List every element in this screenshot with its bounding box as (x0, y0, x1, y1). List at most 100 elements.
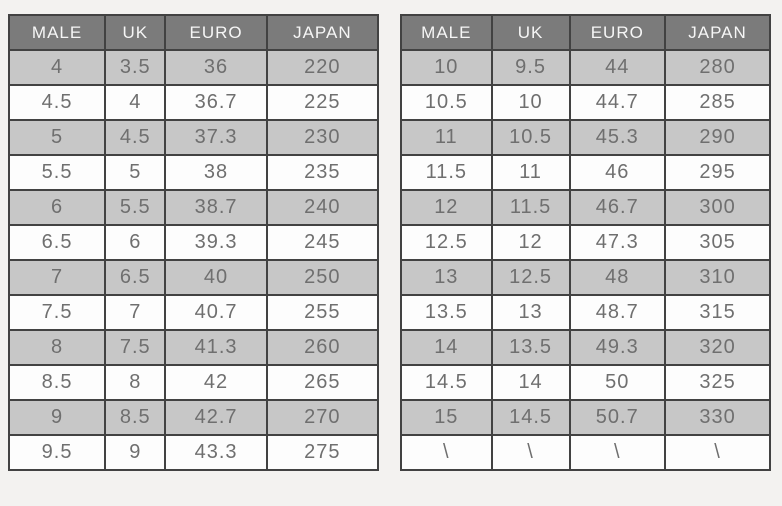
size-cell: 7 (104, 294, 167, 331)
header-row: MALE UK EURO JAPAN (7, 14, 380, 51)
size-cell: 245 (265, 224, 380, 261)
size-cell: 40.7 (164, 294, 268, 331)
table-row: 11 10.5 45.3 290 (400, 119, 771, 156)
size-cell: 4 (104, 84, 167, 121)
size-cell: 310 (664, 259, 771, 296)
size-cell: 46.7 (568, 189, 667, 226)
column-header: EURO (164, 14, 268, 51)
column-header: EURO (568, 14, 667, 51)
size-cell: 11.5 (490, 189, 571, 226)
size-cell: 3.5 (104, 49, 167, 86)
table-row: 14 13.5 49.3 320 (400, 329, 771, 366)
size-cell: 46 (568, 154, 667, 191)
size-cell: 305 (664, 224, 771, 261)
size-cell: 270 (265, 399, 380, 436)
size-cell: 9.5 (490, 49, 571, 86)
size-cell: 235 (265, 154, 380, 191)
size-cell: 13.5 (400, 294, 493, 331)
table-row: 13 12.5 48 310 (400, 259, 771, 296)
size-cell: 11.5 (400, 154, 493, 191)
size-cell: 5.5 (7, 154, 107, 191)
size-cell: 8.5 (7, 364, 107, 401)
size-cell: 275 (265, 434, 380, 471)
size-cell: 230 (265, 119, 380, 156)
table-row: 5 4.5 37.3 230 (7, 119, 380, 156)
size-cell: 47.3 (568, 224, 667, 261)
size-cell: 330 (664, 399, 771, 436)
table-row: 9.5 9 43.3 275 (7, 434, 380, 471)
size-table-left: MALE UK EURO JAPAN 4 3.5 36 220 4.5 4 36.7 225 5 4.5 3… (7, 14, 380, 471)
size-cell: \ (400, 434, 493, 471)
size-cell: 7.5 (7, 294, 107, 331)
size-cell: 325 (664, 364, 771, 401)
header-row: MALE UK EURO JAPAN (400, 14, 771, 51)
size-cell: 7 (7, 259, 107, 296)
size-cell: 6.5 (7, 224, 107, 261)
size-cell: 50.7 (568, 399, 667, 436)
table-row: 9 8.5 42.7 270 (7, 399, 380, 436)
size-cell: 42 (164, 364, 268, 401)
table-row: 4.5 4 36.7 225 (7, 84, 380, 121)
size-chart-page: MALE UK EURO JAPAN 4 3.5 36 220 4.5 4 36.7 225 5 4.5 3… (7, 14, 771, 471)
size-cell: 225 (265, 84, 380, 121)
size-cell: 12.5 (490, 259, 571, 296)
column-header: JAPAN (664, 14, 771, 51)
table-row: 12.5 12 47.3 305 (400, 224, 771, 261)
size-cell: 255 (265, 294, 380, 331)
size-cell: 43.3 (164, 434, 268, 471)
size-cell: 9.5 (7, 434, 107, 471)
size-cell: 9 (104, 434, 167, 471)
size-cell: 48 (568, 259, 667, 296)
size-cell: 10 (490, 84, 571, 121)
size-cell: 4.5 (104, 119, 167, 156)
size-cell: 12.5 (400, 224, 493, 261)
size-cell: 11 (490, 154, 571, 191)
size-cell: 13 (400, 259, 493, 296)
size-cell: 12 (400, 189, 493, 226)
size-cell: 295 (664, 154, 771, 191)
table-row: 7 6.5 40 250 (7, 259, 380, 296)
table-row: 14.5 14 50 325 (400, 364, 771, 401)
size-cell: 14 (400, 329, 493, 366)
size-cell: 44 (568, 49, 667, 86)
table-row: 6 5.5 38.7 240 (7, 189, 380, 226)
size-cell: 9 (7, 399, 107, 436)
size-cell: 14.5 (400, 364, 493, 401)
column-header: JAPAN (265, 14, 380, 51)
size-cell: 45.3 (568, 119, 667, 156)
size-cell: 38.7 (164, 189, 268, 226)
size-cell: 290 (664, 119, 771, 156)
size-cell: 44.7 (568, 84, 667, 121)
table-row: 7.5 7 40.7 255 (7, 294, 380, 331)
size-cell: 6 (7, 189, 107, 226)
size-cell: 5 (7, 119, 107, 156)
table-row: 8 7.5 41.3 260 (7, 329, 380, 366)
size-cell: 10 (400, 49, 493, 86)
size-cell: 220 (265, 49, 380, 86)
table-row: 11.5 11 46 295 (400, 154, 771, 191)
size-cell: 39.3 (164, 224, 268, 261)
size-cell: \ (568, 434, 667, 471)
table-row: 12 11.5 46.7 300 (400, 189, 771, 226)
size-cell: 8 (7, 329, 107, 366)
size-cell: 48.7 (568, 294, 667, 331)
size-cell: \ (490, 434, 571, 471)
column-header: MALE (400, 14, 493, 51)
size-cell: 41.3 (164, 329, 268, 366)
size-cell: 37.3 (164, 119, 268, 156)
size-cell: 4 (7, 49, 107, 86)
size-cell: 50 (568, 364, 667, 401)
size-cell: 36 (164, 49, 268, 86)
size-cell: 42.7 (164, 399, 268, 436)
size-table-right: MALE UK EURO JAPAN 10 9.5 44 280 10.5 10 44.7 285 11… (400, 14, 771, 471)
size-cell: 260 (265, 329, 380, 366)
table-row: 4 3.5 36 220 (7, 49, 380, 86)
table-row: 10 9.5 44 280 (400, 49, 771, 86)
size-cell: 10.5 (490, 119, 571, 156)
size-cell: 280 (664, 49, 771, 86)
size-cell: 36.7 (164, 84, 268, 121)
size-cell: 12 (490, 224, 571, 261)
size-cell: 11 (400, 119, 493, 156)
size-cell: 285 (664, 84, 771, 121)
size-cell: 14.5 (490, 399, 571, 436)
